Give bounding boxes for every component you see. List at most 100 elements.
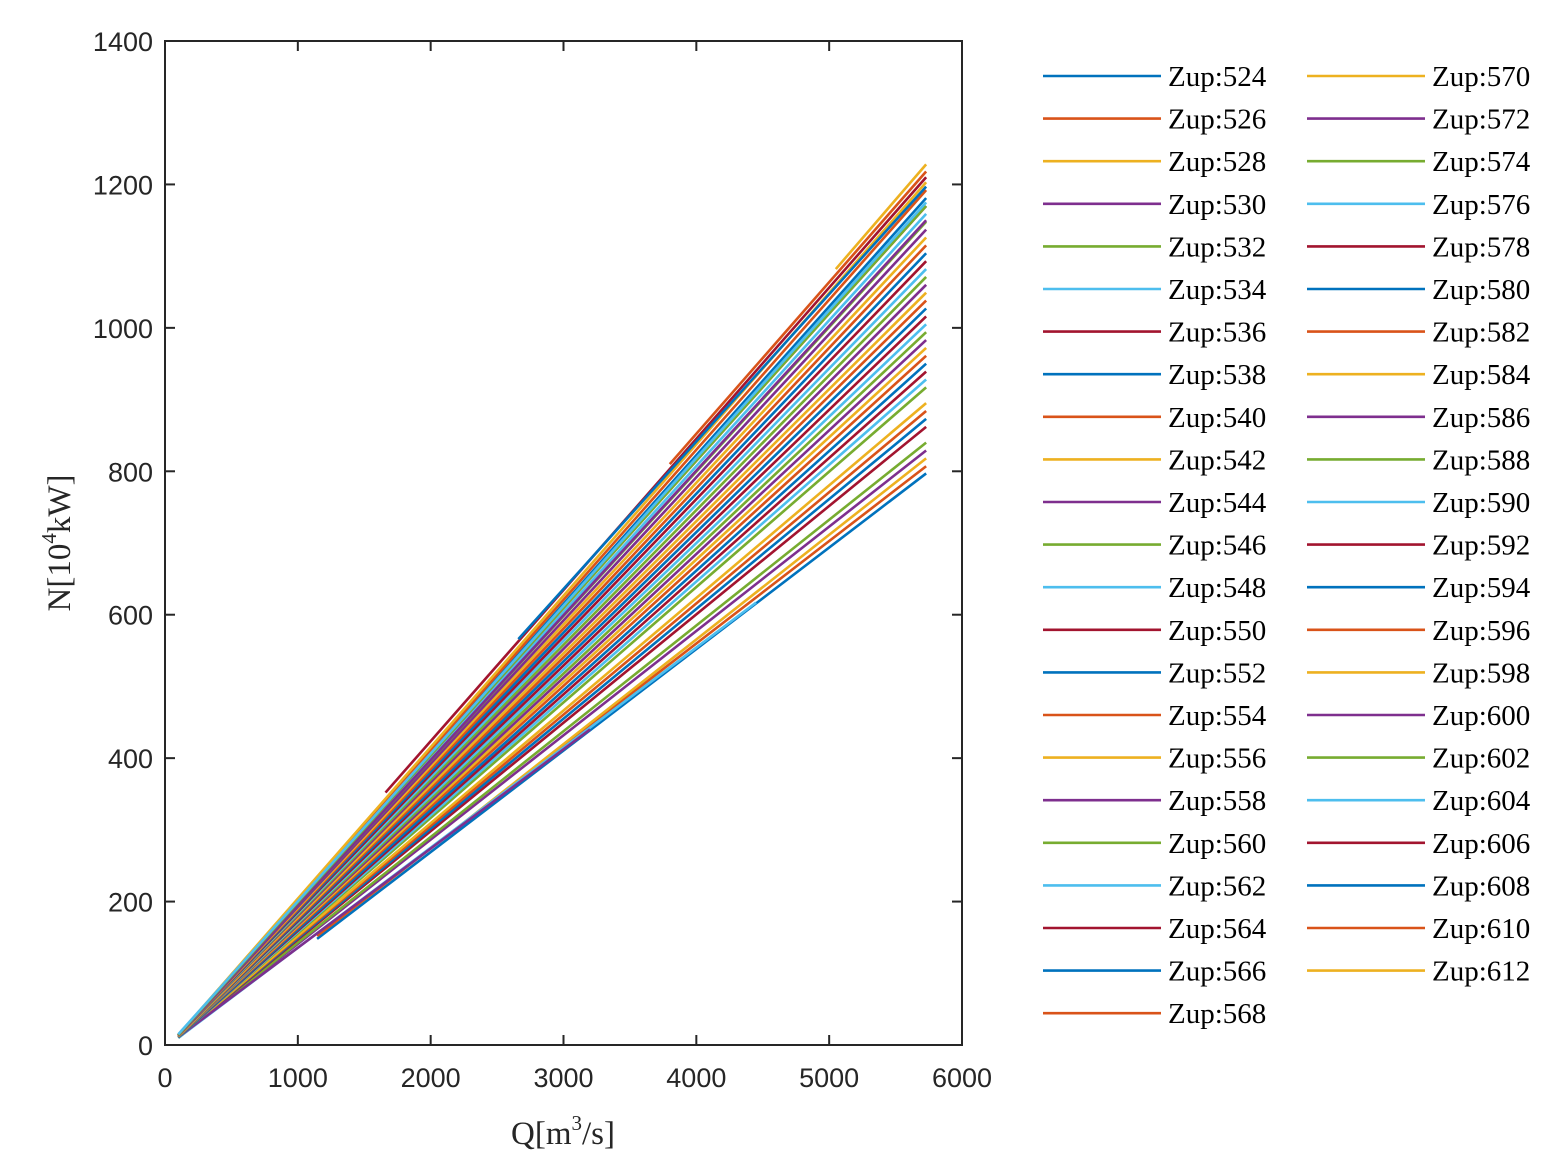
legend-entry: Zup:566 bbox=[1043, 956, 1266, 988]
legend-label: Zup:524 bbox=[1168, 61, 1267, 93]
series-line-zup-570 bbox=[177, 291, 928, 1038]
legend-label: Zup:586 bbox=[1432, 402, 1530, 434]
legend-label: Zup:596 bbox=[1432, 615, 1530, 647]
legend-entry: Zup:536 bbox=[1043, 317, 1266, 349]
legend-label: Zup:606 bbox=[1432, 828, 1530, 860]
legend-label: Zup:544 bbox=[1168, 487, 1267, 519]
legend-entry: Zup:538 bbox=[1043, 359, 1266, 391]
legend-label: Zup:546 bbox=[1168, 530, 1266, 562]
legend-label: Zup:528 bbox=[1168, 146, 1266, 178]
legend-entry: Zup:606 bbox=[1307, 828, 1530, 860]
legend-label: Zup:534 bbox=[1168, 274, 1267, 306]
legend-entry: Zup:540 bbox=[1043, 402, 1266, 434]
legend-label: Zup:602 bbox=[1432, 743, 1530, 775]
x-tick-label: 3000 bbox=[533, 1063, 593, 1093]
legend-label: Zup:600 bbox=[1432, 700, 1530, 732]
legend-label: Zup:588 bbox=[1432, 444, 1530, 476]
legend-label: Zup:560 bbox=[1168, 828, 1266, 860]
legend-entry: Zup:608 bbox=[1307, 870, 1530, 902]
plot-frame bbox=[164, 40, 963, 1046]
legend-entry: Zup:586 bbox=[1307, 402, 1530, 434]
legend-entry: Zup:602 bbox=[1307, 743, 1530, 775]
legend-label: Zup:612 bbox=[1432, 956, 1530, 988]
legend-entry: Zup:600 bbox=[1307, 700, 1530, 732]
legend-label: Zup:538 bbox=[1168, 359, 1266, 391]
legend-entry: Zup:572 bbox=[1307, 104, 1530, 136]
series-line-zup-532 bbox=[177, 441, 927, 1039]
legend-label: Zup:572 bbox=[1432, 104, 1530, 136]
plot-lines bbox=[177, 163, 928, 1039]
y-tick-label: 600 bbox=[108, 601, 153, 631]
legend-label: Zup:556 bbox=[1168, 743, 1266, 775]
x-tick-label: 0 bbox=[157, 1063, 172, 1093]
legend-entry: Zup:524 bbox=[1043, 61, 1267, 93]
legend-entry: Zup:612 bbox=[1307, 956, 1530, 988]
series-line-zup-600 bbox=[177, 219, 928, 1036]
legend-label: Zup:548 bbox=[1168, 572, 1266, 604]
legend: Zup:524 Zup:526 Zup:528 Zup:530 Zup:532 Zup:5… bbox=[1043, 61, 1531, 1030]
series-line-zup-528 bbox=[448, 457, 927, 836]
legend-entry: Zup:546 bbox=[1043, 530, 1266, 562]
legend-entry: Zup:564 bbox=[1043, 913, 1267, 945]
legend-entry: Zup:596 bbox=[1307, 615, 1530, 647]
x-tick-label: 2000 bbox=[401, 1063, 461, 1093]
legend-label: Zup:594 bbox=[1432, 572, 1531, 604]
legend-entry: Zup:574 bbox=[1307, 146, 1531, 178]
legend-entry: Zup:594 bbox=[1307, 572, 1531, 604]
legend-entry: Zup:558 bbox=[1043, 785, 1266, 817]
legend-label: Zup:554 bbox=[1168, 700, 1267, 732]
legend-entry: Zup:592 bbox=[1307, 530, 1530, 562]
legend-entry: Zup:568 bbox=[1043, 998, 1266, 1030]
x-tick-label: 1000 bbox=[268, 1063, 328, 1093]
legend-label: Zup:584 bbox=[1432, 359, 1531, 391]
legend-entry: Zup:526 bbox=[1043, 104, 1266, 136]
legend-entry: Zup:598 bbox=[1307, 657, 1530, 689]
legend-entry: Zup:552 bbox=[1043, 657, 1266, 689]
series-line-zup-604 bbox=[177, 201, 928, 1036]
legend-entry: Zup:534 bbox=[1043, 274, 1267, 306]
legend-label: Zup:558 bbox=[1168, 785, 1266, 817]
y-tick-label: 200 bbox=[108, 888, 153, 918]
series-line-zup-612 bbox=[834, 163, 928, 270]
legend-entry: Zup:590 bbox=[1307, 487, 1530, 519]
legend-label: Zup:536 bbox=[1168, 317, 1266, 349]
legend-label: Zup:526 bbox=[1168, 104, 1266, 136]
series-line-zup-610 bbox=[668, 170, 928, 465]
legend-entry: Zup:610 bbox=[1307, 913, 1530, 945]
legend-entry: Zup:604 bbox=[1307, 785, 1531, 817]
axis-tick-labels: 0 1000 2000 3000 4000 5000 6000 0 200 400 600 800 10… bbox=[93, 27, 992, 1093]
y-tick-label: 1000 bbox=[93, 314, 153, 344]
legend-entry: Zup:550 bbox=[1043, 615, 1266, 647]
series-line-zup-524 bbox=[316, 472, 927, 940]
legend-entry: Zup:528 bbox=[1043, 146, 1266, 178]
y-tick-label: 1400 bbox=[93, 27, 153, 57]
legend-label: Zup:574 bbox=[1432, 146, 1531, 178]
series-line-zup-542 bbox=[177, 402, 927, 1039]
legend-entry: Zup:560 bbox=[1043, 828, 1266, 860]
y-axis-title: N[104kW] bbox=[37, 475, 78, 612]
legend-label: Zup:576 bbox=[1432, 189, 1530, 221]
series-line-zup-544 bbox=[177, 728, 591, 1039]
legend-label: Zup:542 bbox=[1168, 444, 1266, 476]
series-line-zup-608 bbox=[517, 185, 928, 640]
x-tick-label: 5000 bbox=[799, 1063, 859, 1093]
legend-entry: Zup:570 bbox=[1307, 61, 1530, 93]
legend-entry: Zup:548 bbox=[1043, 572, 1266, 604]
legend-label: Zup:568 bbox=[1168, 998, 1266, 1030]
legend-entry: Zup:584 bbox=[1307, 359, 1531, 391]
y-tick-label: 1200 bbox=[93, 170, 153, 200]
legend-label: Zup:540 bbox=[1168, 402, 1266, 434]
legend-entry: Zup:530 bbox=[1043, 189, 1266, 221]
legend-label: Zup:562 bbox=[1168, 870, 1266, 902]
legend-label: Zup:610 bbox=[1432, 913, 1530, 945]
x-axis-title: Q[m3/s] bbox=[511, 1111, 615, 1152]
legend-entry: Zup:576 bbox=[1307, 189, 1530, 221]
y-tick-label: 400 bbox=[108, 744, 153, 774]
legend-label: Zup:608 bbox=[1432, 870, 1530, 902]
legend-entry: Zup:532 bbox=[1043, 231, 1266, 263]
legend-label: Zup:570 bbox=[1432, 61, 1530, 93]
legend-entry: Zup:588 bbox=[1307, 444, 1530, 476]
series-line-zup-552 bbox=[177, 362, 928, 1039]
legend-label: Zup:564 bbox=[1168, 913, 1267, 945]
